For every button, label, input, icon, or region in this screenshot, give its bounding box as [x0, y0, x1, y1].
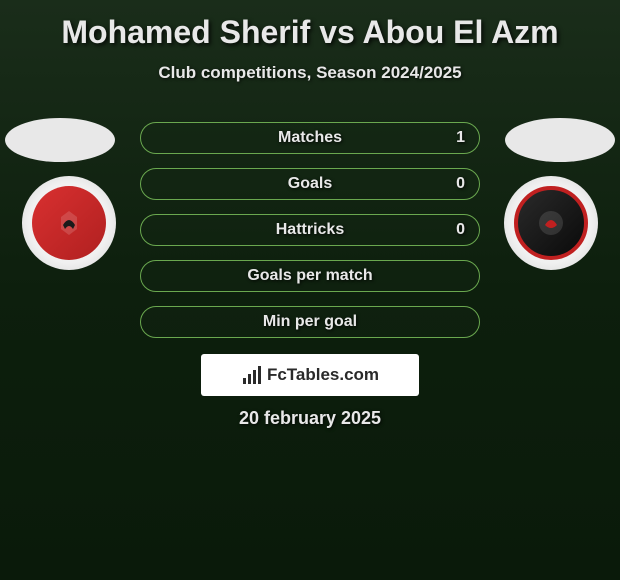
subtitle: Club competitions, Season 2024/2025: [0, 63, 620, 83]
stat-value: 0: [456, 175, 465, 193]
stat-label: Hattricks: [276, 221, 344, 239]
stat-label: Min per goal: [263, 313, 357, 331]
stat-row-matches: Matches 1: [140, 122, 480, 154]
stat-row-hattricks: Hattricks 0: [140, 214, 480, 246]
fctables-logo[interactable]: FcTables.com: [201, 354, 419, 396]
al-ahly-crest-icon: [32, 186, 106, 260]
stat-row-goals: Goals 0: [140, 168, 480, 200]
stat-value: 1: [456, 129, 465, 147]
stat-row-goals-per-match: Goals per match: [140, 260, 480, 292]
stat-row-min-per-goal: Min per goal: [140, 306, 480, 338]
club-badge-right: [504, 176, 598, 270]
club-badge-left: [22, 176, 116, 270]
page-title: Mohamed Sherif vs Abou El Azm: [0, 0, 620, 51]
stat-value: 0: [456, 221, 465, 239]
stats-container: Matches 1 Goals 0 Hattricks 0 Goals per …: [140, 122, 480, 352]
chart-icon: [241, 364, 263, 386]
player-left-avatar: [5, 118, 115, 162]
date-label: 20 february 2025: [0, 408, 620, 429]
logo-text: FcTables.com: [267, 365, 379, 385]
stat-label: Goals per match: [247, 267, 372, 285]
player-right-avatar: [505, 118, 615, 162]
stat-label: Goals: [288, 175, 332, 193]
ghazl-crest-icon: [514, 186, 588, 260]
stat-label: Matches: [278, 129, 342, 147]
